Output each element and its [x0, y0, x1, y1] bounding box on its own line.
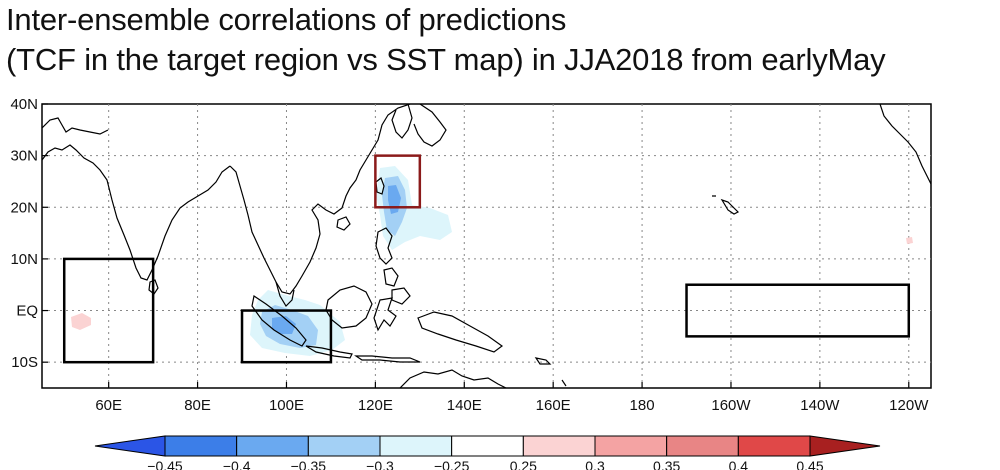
coastline-sumatra [251, 295, 307, 347]
colorbar-segment [522, 435, 596, 457]
title-line-2: (TCF in the target region vs SST map) in… [6, 42, 886, 77]
colorbar-label: 0.35 [653, 458, 680, 470]
shading-positive-west-indian [71, 313, 91, 330]
x-tick-label: 120E [358, 397, 393, 414]
colorbar-segment [666, 435, 739, 457]
y-tick-label: 10N [10, 251, 38, 268]
colorbar-segment [379, 435, 453, 457]
shading-negative-sumatra-core [272, 316, 296, 334]
coastline-hawaii [712, 195, 740, 215]
box-central-pacific [685, 283, 911, 338]
colorbar-segment [164, 435, 238, 457]
colorbar-label: −0.35 [291, 458, 327, 470]
title-line-1: Inter-ensemble correlations of predictio… [6, 2, 567, 37]
coastline-new-guinea [417, 311, 504, 353]
y-tick-label: 30N [10, 148, 38, 165]
x-tick-label: 160E [536, 397, 571, 414]
x-tick-label: 100E [269, 397, 304, 414]
coastline-taiwan [375, 177, 385, 195]
colorbar-segment [307, 435, 381, 457]
x-tick-label: 60E [95, 397, 122, 414]
colorbar-label: −0.25 [434, 458, 470, 470]
region-boxes [62, 154, 911, 364]
x-tick-label: 180 [630, 397, 655, 414]
colorbar-label: 0.25 [510, 458, 537, 470]
coastline-korea [391, 104, 413, 139]
coastline-mexico [879, 104, 931, 185]
y-tick-label: 20N [10, 199, 38, 216]
colorbar-label: 0.45 [796, 458, 823, 470]
colorbar-segment [451, 435, 524, 457]
y-tick-label: EQ [16, 303, 38, 320]
x-tick-label: 140E [447, 397, 482, 414]
coastline-java [305, 345, 421, 363]
x-tick-label: 140W [800, 397, 840, 414]
box-western-indian-ocean [62, 257, 155, 364]
colorbar: −0.45 −0.4 −0.35 −0.3 −0.25 0.25 0.3 0.35 0.4 0.4… [94, 435, 881, 470]
gridlines [42, 103, 931, 388]
x-tick-labels: 60E 80E 100E 120E 140E 160E 180 160W 140W 120W [95, 397, 929, 414]
coastline-australia [399, 369, 507, 388]
x-tick-label: 80E [184, 397, 211, 414]
colorbar-label: −0.45 [147, 458, 183, 470]
shading-positive-east-pacific [906, 237, 913, 244]
box-target-region [374, 154, 422, 209]
correlation-shading [71, 166, 913, 356]
colorbar-label: −0.3 [366, 458, 394, 470]
y-tick-label: 10S [11, 354, 38, 371]
coastline-hainan [336, 216, 351, 231]
x-tick-label: 120W [889, 397, 929, 414]
colorbar-label: −0.4 [223, 458, 251, 470]
coastline-solomon [534, 357, 552, 365]
map-frame [41, 103, 932, 389]
colorbar-segment [594, 435, 668, 457]
colorbar-label: 0.3 [585, 458, 605, 470]
y-tick-labels: 40N 30N 20N 10N EQ 10S [10, 96, 38, 371]
coastline-indochina [229, 104, 411, 295]
colorbar-segment-high [809, 435, 881, 457]
coastline-malay [275, 281, 295, 307]
box-eastern-indian-ocean [240, 309, 333, 364]
coastline-japan [413, 104, 447, 147]
coastline-vanuatu [561, 379, 567, 387]
colorbar-segment-low [94, 435, 166, 457]
colorbar-segment [236, 435, 309, 457]
colorbar-label: 0.4 [729, 458, 749, 470]
colorbar-segment [737, 435, 811, 457]
coastline-sulawesi [373, 297, 397, 332]
y-tick-label: 40N [10, 96, 38, 113]
coastline-persia [42, 117, 109, 135]
x-tick-label: 160W [711, 397, 751, 414]
